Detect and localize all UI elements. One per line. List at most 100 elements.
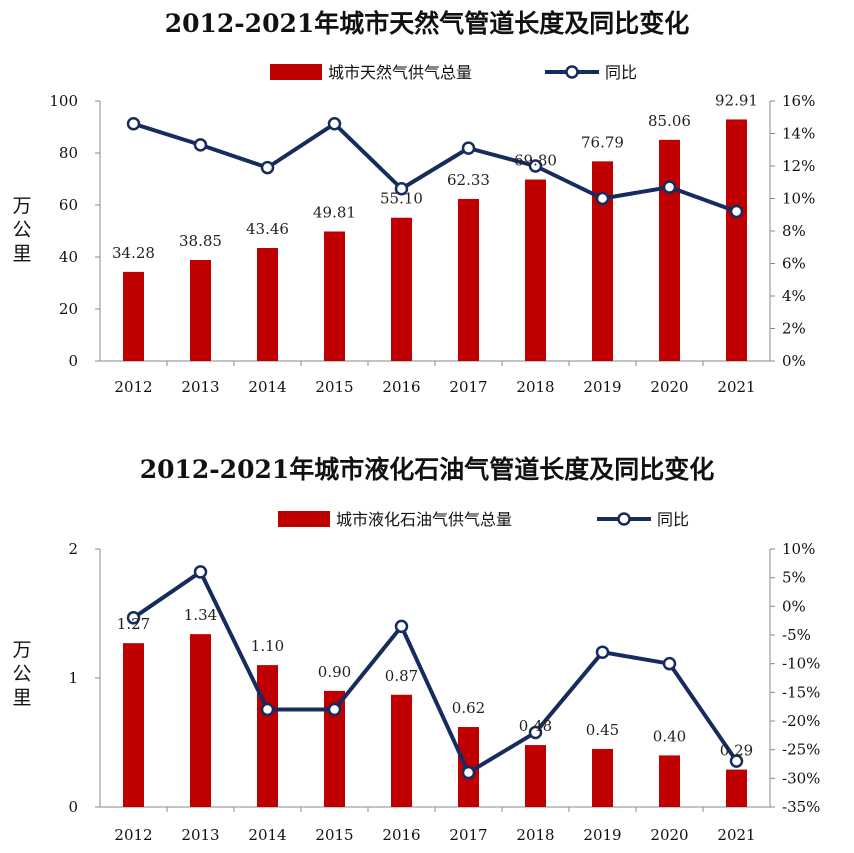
y2-tick-label: 8% xyxy=(782,222,806,240)
y2-tick-label: 10% xyxy=(782,540,815,558)
x-tick-label: 2020 xyxy=(650,378,688,396)
y-tick-label: 40 xyxy=(59,248,78,266)
bar xyxy=(659,139,680,361)
bar xyxy=(324,690,345,807)
x-tick-label: 2016 xyxy=(382,826,420,844)
x-tick-label: 2016 xyxy=(382,378,420,396)
y2-tick-label: 2% xyxy=(782,320,806,338)
yoy-point xyxy=(260,702,275,717)
yoy-point xyxy=(193,565,208,579)
yoy-point xyxy=(260,160,275,175)
legend-line-label: 同比 xyxy=(657,510,689,529)
y2-tick-label: 10% xyxy=(782,190,815,208)
yoy-point xyxy=(327,117,342,131)
y2-tick-label: 12% xyxy=(782,157,815,175)
bar-value-label: 55.10 xyxy=(380,190,423,208)
x-tick-label: 2018 xyxy=(516,826,554,844)
yoy-point xyxy=(461,141,476,155)
bar xyxy=(324,231,345,361)
bar-value-label: 92.91 xyxy=(715,91,758,109)
legend-line-marker xyxy=(617,512,631,526)
yoy-point xyxy=(394,182,409,196)
yoy-point xyxy=(595,645,610,659)
bar-value-label: 38.85 xyxy=(179,232,222,250)
x-tick-label: 2013 xyxy=(181,378,219,396)
bar-value-label: 0.45 xyxy=(586,721,619,739)
yoy-point xyxy=(327,702,342,717)
x-tick-label: 2021 xyxy=(717,826,755,844)
x-tick-label: 2017 xyxy=(449,826,487,844)
x-tick-label: 2012 xyxy=(114,378,152,396)
bar-value-label: 0.40 xyxy=(653,727,686,745)
y-axis-label-char: 里 xyxy=(12,687,31,709)
bar xyxy=(391,694,412,807)
x-tick-label: 2012 xyxy=(114,826,152,844)
yoy-point xyxy=(126,611,141,625)
bar-value-label: 0.62 xyxy=(452,699,485,717)
bar xyxy=(726,119,747,362)
bar-value-label: 1.10 xyxy=(251,637,284,655)
bar-value-label: 43.46 xyxy=(246,220,289,238)
yoy-line xyxy=(132,121,738,214)
legend-bar-swatch xyxy=(278,511,330,527)
yoy-line xyxy=(132,569,739,775)
yoy-point xyxy=(193,138,208,152)
y2-tick-label: 4% xyxy=(782,287,806,305)
yoy-point xyxy=(662,180,677,194)
y-axis-label-char: 里 xyxy=(12,243,31,265)
chart-title: 2012-2021年城市液化石油气管道长度及同比变化 xyxy=(140,455,715,484)
y-tick-label: 100 xyxy=(49,92,78,110)
y-tick-label: 60 xyxy=(59,196,78,214)
yoy-point xyxy=(729,204,744,219)
x-tick-label: 2015 xyxy=(315,378,353,396)
yoy-point xyxy=(528,725,543,740)
y-tick-label: 1 xyxy=(68,669,78,687)
y2-tick-label: -10% xyxy=(782,655,820,673)
y-tick-label: 20 xyxy=(59,300,78,318)
yoy-point xyxy=(126,117,141,131)
bar-value-label: 1.34 xyxy=(184,606,217,624)
bar-value-label: 1.27 xyxy=(117,615,150,633)
x-tick-label: 2018 xyxy=(516,378,554,396)
bar xyxy=(257,248,278,361)
legend-line-marker xyxy=(565,65,579,79)
bar-value-label: 69.80 xyxy=(514,152,557,170)
y-tick-label: 2 xyxy=(68,540,78,558)
yoy-point xyxy=(595,191,610,206)
y2-tick-label: 14% xyxy=(782,125,815,143)
x-tick-label: 2020 xyxy=(650,826,688,844)
y-tick-label: 0 xyxy=(68,798,78,816)
yoy-point xyxy=(729,754,744,768)
legend-bar-label: 城市液化石油气供气总量 xyxy=(336,510,512,529)
bar xyxy=(257,665,278,807)
bar-value-label: 49.81 xyxy=(313,203,356,221)
bar xyxy=(592,748,613,807)
bar xyxy=(123,271,144,361)
y2-tick-label: -15% xyxy=(782,683,820,701)
y2-tick-label: -20% xyxy=(782,712,820,730)
chart-title: 2012-2021年城市天然气管道长度及同比变化 xyxy=(165,9,690,38)
y-axis-label-char: 万 xyxy=(12,195,31,217)
bar-value-label: 0.90 xyxy=(318,663,351,681)
bar-value-label: 85.06 xyxy=(648,112,691,130)
y2-tick-label: 0% xyxy=(782,352,806,370)
legend-bar-swatch xyxy=(270,64,322,80)
y2-tick-label: 6% xyxy=(782,255,806,273)
yoy-point xyxy=(394,619,409,634)
bar xyxy=(726,769,747,807)
bar xyxy=(592,161,613,361)
yoy-point xyxy=(528,159,543,173)
bar xyxy=(525,179,546,361)
bar-value-label: 0.48 xyxy=(519,717,552,735)
lpg-chart: 2012-2021年城市液化石油气管道长度及同比变化城市液化石油气供气总量 同比 0… xyxy=(0,440,854,853)
natural-gas-chart: 2012-2021年城市天然气管道长度及同比变化 城市天然气供气总量 同比 0 20 40… xyxy=(0,0,854,420)
y-axis-label-char: 公 xyxy=(12,663,31,685)
legend-bar-label: 城市天然气供气总量 xyxy=(328,63,472,82)
x-tick-label: 2014 xyxy=(248,826,286,844)
bar xyxy=(123,643,144,807)
y2-tick-label: -5% xyxy=(782,626,811,644)
bar-value-label: 0.87 xyxy=(385,667,418,685)
x-tick-label: 2013 xyxy=(181,826,219,844)
